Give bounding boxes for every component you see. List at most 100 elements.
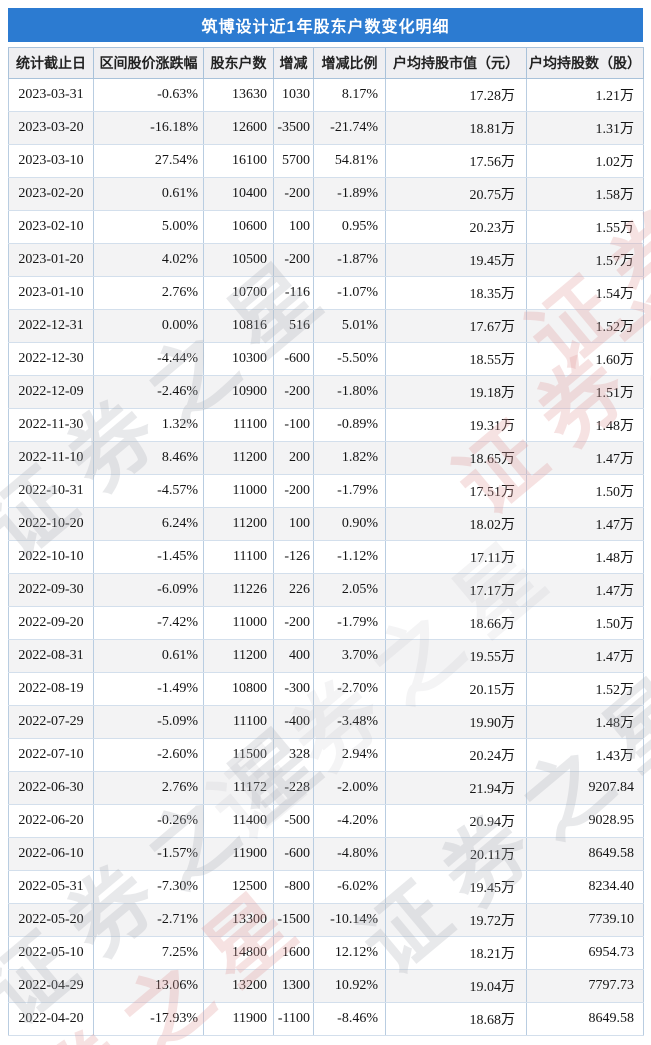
cell-holder-count: 11900	[203, 837, 274, 871]
cell-avg-market-value: 18.68万	[385, 1002, 527, 1036]
cell-avg-market-value: 18.65万	[385, 441, 527, 475]
cell-price-change: -2.46%	[93, 375, 204, 409]
cell-delta: 5700	[273, 144, 314, 178]
cell-avg-market-value: 19.45万	[385, 243, 527, 277]
table-row: 2022-06-20 -0.26% 11400 -500 -4.20% 20.9…	[8, 804, 644, 838]
cell-avg-shares: 1.52万	[526, 309, 644, 343]
table-row: 2022-08-19 -1.49% 10800 -300 -2.70% 20.1…	[8, 672, 644, 706]
table-row: 2022-05-20 -2.71% 13300 -1500 -10.14% 19…	[8, 903, 644, 937]
cell-avg-market-value: 17.67万	[385, 309, 527, 343]
cell-delta-ratio: -4.80%	[313, 837, 386, 871]
cell-avg-market-value: 18.02万	[385, 507, 527, 541]
cell-stat-date: 2022-08-31	[8, 639, 94, 673]
cell-delta-ratio: -1.87%	[313, 243, 386, 277]
cell-price-change: 6.24%	[93, 507, 204, 541]
cell-delta: -200	[273, 474, 314, 508]
cell-stat-date: 2022-11-10	[8, 441, 94, 475]
cell-avg-shares: 1.52万	[526, 672, 644, 706]
cell-delta-ratio: 54.81%	[313, 144, 386, 178]
cell-holder-count: 10800	[203, 672, 274, 706]
cell-avg-market-value: 20.15万	[385, 672, 527, 706]
table-row: 2022-12-30 -4.44% 10300 -600 -5.50% 18.5…	[8, 342, 644, 376]
cell-delta-ratio: 5.01%	[313, 309, 386, 343]
table-row: 2023-03-31 -0.63% 13630 1030 8.17% 17.28…	[8, 78, 644, 112]
table-row: 2022-11-30 1.32% 11100 -100 -0.89% 19.31…	[8, 408, 644, 442]
cell-delta: -200	[273, 177, 314, 211]
cell-avg-shares: 6954.73	[526, 936, 644, 970]
cell-holder-count: 11100	[203, 408, 274, 442]
cell-avg-market-value: 20.75万	[385, 177, 527, 211]
cell-stat-date: 2023-01-10	[8, 276, 94, 310]
cell-stat-date: 2022-06-30	[8, 771, 94, 805]
title-bar: 筑博设计近1年股东户数变化明细	[8, 8, 643, 42]
cell-price-change: 27.54%	[93, 144, 204, 178]
cell-price-change: -4.57%	[93, 474, 204, 508]
cell-price-change: -1.49%	[93, 672, 204, 706]
cell-delta: -1100	[273, 1002, 314, 1036]
cell-delta-ratio: -3.48%	[313, 705, 386, 739]
cell-price-change: 8.46%	[93, 441, 204, 475]
page-title: 筑博设计近1年股东户数变化明细	[201, 19, 450, 36]
cell-price-change: -2.60%	[93, 738, 204, 772]
table-row: 2022-09-20 -7.42% 11000 -200 -1.79% 18.6…	[8, 606, 644, 640]
cell-delta: -126	[273, 540, 314, 574]
cell-avg-market-value: 19.55万	[385, 639, 527, 673]
cell-stat-date: 2022-04-20	[8, 1002, 94, 1036]
header-holder-count: 股东户数	[203, 47, 274, 79]
table-row: 2022-07-10 -2.60% 11500 328 2.94% 20.24万…	[8, 738, 644, 772]
cell-avg-shares: 1.51万	[526, 375, 644, 409]
cell-holder-count: 11200	[203, 507, 274, 541]
cell-holder-count: 10700	[203, 276, 274, 310]
cell-delta: 200	[273, 441, 314, 475]
cell-stat-date: 2022-05-10	[8, 936, 94, 970]
cell-avg-market-value: 17.17万	[385, 573, 527, 607]
cell-holder-count: 10400	[203, 177, 274, 211]
header-delta-ratio: 增减比例	[313, 47, 386, 79]
cell-stat-date: 2022-12-30	[8, 342, 94, 376]
cell-stat-date: 2022-04-29	[8, 969, 94, 1003]
cell-avg-market-value: 18.35万	[385, 276, 527, 310]
cell-avg-shares: 9028.95	[526, 804, 644, 838]
cell-avg-shares: 1.58万	[526, 177, 644, 211]
cell-stat-date: 2022-07-29	[8, 705, 94, 739]
cell-avg-market-value: 20.24万	[385, 738, 527, 772]
cell-delta: 226	[273, 573, 314, 607]
cell-holder-count: 11172	[203, 771, 274, 805]
cell-price-change: -1.57%	[93, 837, 204, 871]
cell-avg-market-value: 19.90万	[385, 705, 527, 739]
cell-delta-ratio: 2.94%	[313, 738, 386, 772]
cell-price-change: -4.44%	[93, 342, 204, 376]
cell-delta: 400	[273, 639, 314, 673]
cell-stat-date: 2022-05-20	[8, 903, 94, 937]
cell-delta-ratio: 1.82%	[313, 441, 386, 475]
cell-avg-shares: 1.55万	[526, 210, 644, 244]
table-row: 2022-11-10 8.46% 11200 200 1.82% 18.65万 …	[8, 441, 644, 475]
header-price-change: 区间股价涨跌幅	[93, 47, 204, 79]
cell-avg-shares: 1.31万	[526, 111, 644, 145]
cell-delta: -600	[273, 342, 314, 376]
cell-stat-date: 2022-06-20	[8, 804, 94, 838]
table-header-row: 统计截止日 区间股价涨跌幅 股东户数 增减 增减比例 户均持股市值（元） 户均持…	[8, 47, 644, 79]
cell-delta: -400	[273, 705, 314, 739]
table-row: 2022-06-10 -1.57% 11900 -600 -4.80% 20.1…	[8, 837, 644, 871]
cell-price-change: 7.25%	[93, 936, 204, 970]
cell-delta: -200	[273, 375, 314, 409]
cell-avg-market-value: 17.28万	[385, 78, 527, 112]
cell-delta: 516	[273, 309, 314, 343]
cell-avg-shares: 1.50万	[526, 474, 644, 508]
cell-avg-shares: 1.48万	[526, 540, 644, 574]
cell-holder-count: 11100	[203, 540, 274, 574]
cell-price-change: -1.45%	[93, 540, 204, 574]
cell-price-change: 4.02%	[93, 243, 204, 277]
cell-delta: -600	[273, 837, 314, 871]
cell-price-change: -7.30%	[93, 870, 204, 904]
cell-holder-count: 11226	[203, 573, 274, 607]
cell-delta: 100	[273, 507, 314, 541]
cell-delta: -1500	[273, 903, 314, 937]
cell-delta: 328	[273, 738, 314, 772]
cell-avg-shares: 1.47万	[526, 639, 644, 673]
cell-delta-ratio: -5.50%	[313, 342, 386, 376]
cell-delta-ratio: -1.80%	[313, 375, 386, 409]
cell-delta: -116	[273, 276, 314, 310]
cell-avg-market-value: 19.31万	[385, 408, 527, 442]
